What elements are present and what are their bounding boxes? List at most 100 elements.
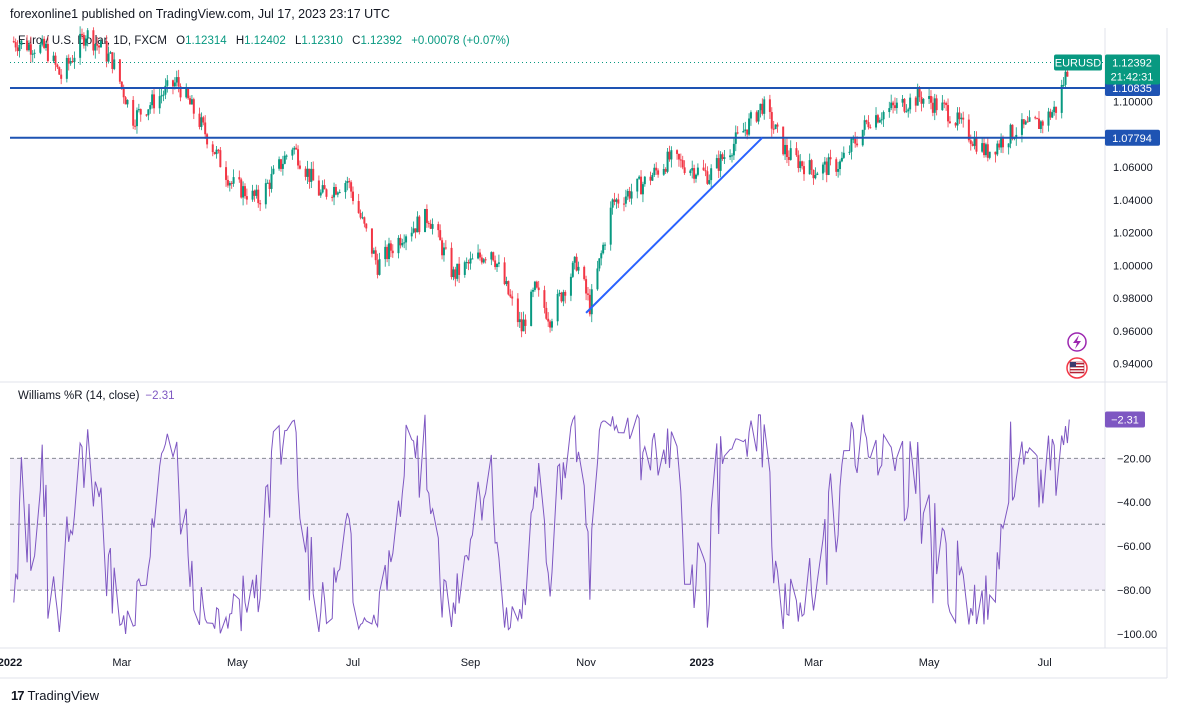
candle[interactable]: [505, 276, 508, 287]
candle[interactable]: [135, 107, 138, 134]
candle[interactable]: [56, 63, 59, 69]
candle[interactable]: [213, 151, 216, 155]
candle[interactable]: [465, 257, 468, 269]
candle[interactable]: [1009, 123, 1012, 149]
candle[interactable]: [958, 107, 961, 124]
candle[interactable]: [211, 141, 214, 157]
candle[interactable]: [558, 289, 561, 297]
candle[interactable]: [509, 289, 512, 299]
candle[interactable]: [65, 55, 68, 83]
candle[interactable]: [666, 148, 669, 174]
candle[interactable]: [1022, 119, 1025, 129]
candle[interactable]: [909, 93, 912, 114]
candle[interactable]: [863, 115, 866, 136]
candle[interactable]: [1000, 133, 1003, 153]
candle[interactable]: [854, 131, 857, 148]
candle[interactable]: [547, 312, 550, 327]
candle[interactable]: [217, 148, 220, 154]
candle[interactable]: [892, 100, 895, 114]
candle[interactable]: [825, 157, 828, 183]
candle[interactable]: [503, 257, 506, 286]
candle[interactable]: [785, 137, 788, 164]
candle[interactable]: [981, 138, 984, 153]
candle[interactable]: [456, 263, 459, 282]
candle[interactable]: [755, 110, 758, 123]
candle[interactable]: [1062, 77, 1065, 89]
candle[interactable]: [1064, 68, 1067, 88]
candle[interactable]: [293, 146, 296, 155]
candle[interactable]: [321, 180, 324, 194]
candle[interactable]: [731, 153, 734, 163]
candle[interactable]: [245, 188, 248, 205]
candle[interactable]: [577, 261, 580, 275]
candle[interactable]: [653, 163, 656, 177]
candle[interactable]: [903, 98, 906, 114]
candle[interactable]: [543, 285, 546, 314]
candle[interactable]: [281, 155, 284, 176]
candle[interactable]: [145, 113, 148, 117]
candle[interactable]: [73, 51, 76, 69]
candle[interactable]: [702, 159, 705, 171]
candle[interactable]: [492, 251, 495, 262]
candle[interactable]: [192, 97, 195, 120]
candle[interactable]: [842, 146, 845, 159]
candle[interactable]: [852, 135, 855, 144]
candle[interactable]: [86, 28, 89, 47]
candle[interactable]: [43, 36, 46, 50]
candle[interactable]: [304, 166, 307, 181]
candle[interactable]: [787, 150, 790, 166]
candle[interactable]: [596, 260, 599, 291]
candle[interactable]: [226, 175, 229, 188]
candle[interactable]: [522, 311, 525, 332]
candle[interactable]: [585, 275, 588, 301]
candle[interactable]: [803, 161, 806, 181]
candle[interactable]: [132, 96, 135, 130]
candle[interactable]: [376, 253, 379, 279]
candle[interactable]: [312, 161, 315, 181]
candle[interactable]: [1055, 106, 1058, 120]
candle[interactable]: [272, 165, 275, 175]
candle[interactable]: [139, 108, 142, 122]
candle[interactable]: [784, 138, 787, 160]
candle[interactable]: [310, 161, 313, 189]
candle[interactable]: [431, 218, 434, 235]
candle[interactable]: [770, 107, 773, 137]
candle[interactable]: [797, 150, 800, 173]
candle[interactable]: [876, 113, 879, 124]
candle[interactable]: [401, 238, 404, 248]
candle[interactable]: [190, 94, 193, 105]
candle[interactable]: [348, 178, 351, 189]
candle[interactable]: [490, 251, 493, 266]
candle[interactable]: [350, 180, 353, 198]
candle[interactable]: [837, 161, 840, 178]
candle[interactable]: [279, 158, 282, 172]
candle[interactable]: [336, 191, 339, 198]
candle[interactable]: [795, 142, 798, 157]
candle[interactable]: [882, 110, 885, 127]
candle[interactable]: [67, 54, 70, 71]
candle[interactable]: [810, 158, 813, 175]
candle[interactable]: [399, 234, 402, 249]
candle[interactable]: [602, 242, 605, 255]
candle[interactable]: [600, 250, 603, 266]
candle[interactable]: [986, 137, 989, 162]
candle[interactable]: [628, 186, 631, 202]
candle[interactable]: [179, 83, 182, 102]
candle[interactable]: [948, 116, 951, 124]
candle[interactable]: [708, 174, 711, 185]
candle[interactable]: [126, 99, 129, 108]
candle[interactable]: [31, 50, 34, 63]
candle[interactable]: [384, 240, 387, 267]
candle[interactable]: [497, 254, 500, 268]
candle[interactable]: [442, 242, 445, 262]
candle[interactable]: [1060, 79, 1063, 119]
candle[interactable]: [732, 137, 735, 161]
candle[interactable]: [52, 51, 55, 63]
candle[interactable]: [295, 143, 298, 151]
candle[interactable]: [839, 159, 842, 176]
candle[interactable]: [416, 211, 419, 233]
candle[interactable]: [812, 169, 815, 185]
candle[interactable]: [532, 287, 535, 298]
candle[interactable]: [425, 204, 428, 228]
candle[interactable]: [890, 94, 893, 111]
